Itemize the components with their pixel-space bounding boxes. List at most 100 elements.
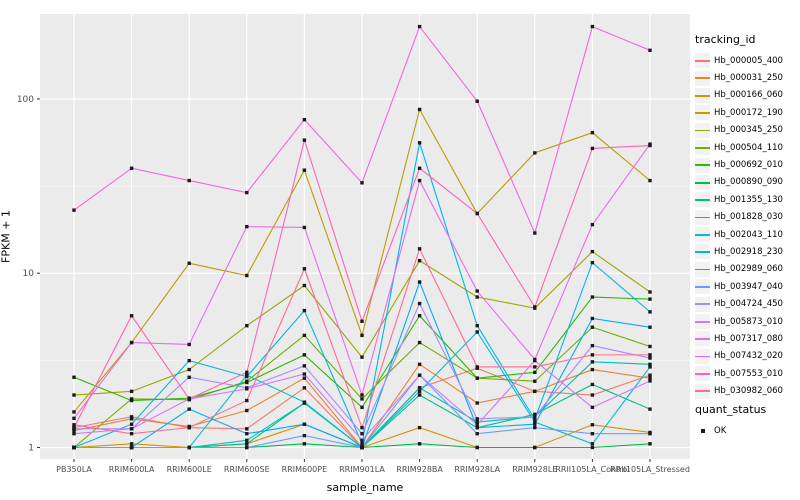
data-point bbox=[72, 428, 76, 433]
legend-key bbox=[695, 279, 710, 295]
data-point bbox=[475, 330, 479, 334]
legend-label: Hb_000504_110 bbox=[714, 142, 783, 153]
data-point bbox=[302, 283, 307, 288]
legend-key bbox=[695, 209, 710, 225]
data-point bbox=[187, 358, 191, 363]
data-point bbox=[417, 166, 422, 170]
data-point bbox=[187, 367, 191, 372]
data-point bbox=[475, 295, 479, 299]
legend-row-Hb_000172_190: Hb_000172_190 bbox=[695, 104, 799, 121]
color-line-swatch-icon bbox=[695, 129, 710, 132]
legend-row-Hb_002043_110: Hb_002043_110 bbox=[695, 226, 799, 243]
data-point bbox=[533, 370, 537, 375]
data-point bbox=[475, 323, 479, 328]
data-point bbox=[533, 365, 537, 369]
legend-row-Hb_007553_010: Hb_007553_010 bbox=[695, 365, 799, 382]
data-point bbox=[648, 290, 652, 294]
quant-status-legend: quant_status OK bbox=[695, 403, 799, 439]
legend-key bbox=[695, 105, 710, 121]
data-point bbox=[72, 393, 76, 397]
legend-key bbox=[695, 261, 710, 277]
data-point bbox=[187, 407, 191, 411]
data-point bbox=[360, 425, 364, 430]
quant-status-key bbox=[695, 423, 710, 438]
color-line-swatch-icon bbox=[695, 268, 710, 271]
data-point bbox=[590, 442, 595, 446]
legend-row-Hb_030982_060: Hb_030982_060 bbox=[695, 382, 799, 399]
data-point bbox=[72, 375, 76, 379]
data-point bbox=[648, 442, 652, 446]
data-point bbox=[475, 425, 479, 430]
legend-label: Hb_000692_010 bbox=[714, 160, 783, 171]
legend-label: Hb_005873_010 bbox=[714, 316, 783, 327]
data-point bbox=[245, 190, 249, 195]
color-line-swatch-icon bbox=[695, 355, 710, 358]
data-point bbox=[590, 360, 595, 364]
data-point bbox=[302, 422, 307, 426]
data-point bbox=[302, 400, 307, 404]
legend-label: Hb_004724_450 bbox=[714, 299, 783, 310]
data-point bbox=[245, 438, 249, 442]
data-point bbox=[417, 386, 422, 390]
data-point bbox=[648, 373, 652, 377]
data-point bbox=[245, 380, 249, 385]
data-point bbox=[475, 211, 479, 216]
data-point bbox=[302, 376, 307, 380]
data-point bbox=[475, 420, 479, 424]
data-point bbox=[417, 280, 422, 284]
color-line-swatch-icon bbox=[695, 77, 710, 80]
legend-row-Hb_002918_230: Hb_002918_230 bbox=[695, 243, 799, 260]
legend-key bbox=[695, 157, 710, 173]
data-point bbox=[590, 222, 595, 227]
legend-label: Hb_001828_030 bbox=[714, 212, 783, 223]
data-point bbox=[590, 343, 595, 348]
legend-label: Hb_000172_190 bbox=[714, 107, 783, 118]
legend-title-quant-status: quant_status bbox=[695, 403, 767, 416]
data-point bbox=[72, 431, 76, 436]
data-point bbox=[360, 442, 364, 446]
color-line-swatch-icon bbox=[695, 181, 710, 184]
data-point bbox=[129, 314, 134, 318]
data-point bbox=[417, 373, 422, 377]
data-point bbox=[590, 146, 595, 151]
legend-key bbox=[695, 140, 710, 156]
data-point bbox=[245, 442, 249, 446]
x-tick-label: RRIM928LE bbox=[512, 465, 557, 474]
legend-key bbox=[695, 383, 710, 399]
data-point bbox=[245, 445, 249, 450]
data-point bbox=[648, 297, 652, 301]
y-tick-label: 1 bbox=[28, 444, 34, 454]
data-point bbox=[302, 168, 307, 172]
color-line-swatch-icon bbox=[695, 112, 710, 114]
data-point bbox=[187, 397, 191, 401]
data-point bbox=[72, 425, 76, 430]
data-point bbox=[648, 376, 652, 380]
legend-label: Hb_007553_010 bbox=[714, 368, 783, 379]
data-point bbox=[360, 397, 364, 401]
data-point bbox=[417, 340, 422, 345]
data-point bbox=[648, 379, 652, 383]
legend-key bbox=[695, 122, 710, 138]
data-point bbox=[417, 247, 422, 251]
data-point bbox=[72, 423, 76, 427]
data-point bbox=[533, 389, 537, 394]
data-point bbox=[360, 319, 364, 323]
data-point bbox=[187, 425, 191, 430]
data-point bbox=[590, 316, 595, 321]
data-point bbox=[417, 258, 422, 263]
color-line-swatch-icon bbox=[695, 199, 710, 201]
color-line-swatch-icon bbox=[695, 373, 710, 375]
data-point bbox=[360, 445, 364, 450]
data-point bbox=[360, 393, 364, 397]
legend-row-Hb_004724_450: Hb_004724_450 bbox=[695, 295, 799, 312]
data-point bbox=[72, 416, 76, 421]
data-point bbox=[533, 417, 537, 422]
legend-label: OK bbox=[714, 425, 727, 436]
legend-label: Hb_001355_130 bbox=[714, 194, 783, 205]
data-point bbox=[129, 340, 134, 345]
data-point bbox=[648, 310, 652, 314]
data-point bbox=[360, 431, 364, 436]
x-tick-label: RRIM901LA bbox=[339, 465, 385, 474]
data-point bbox=[129, 445, 134, 450]
